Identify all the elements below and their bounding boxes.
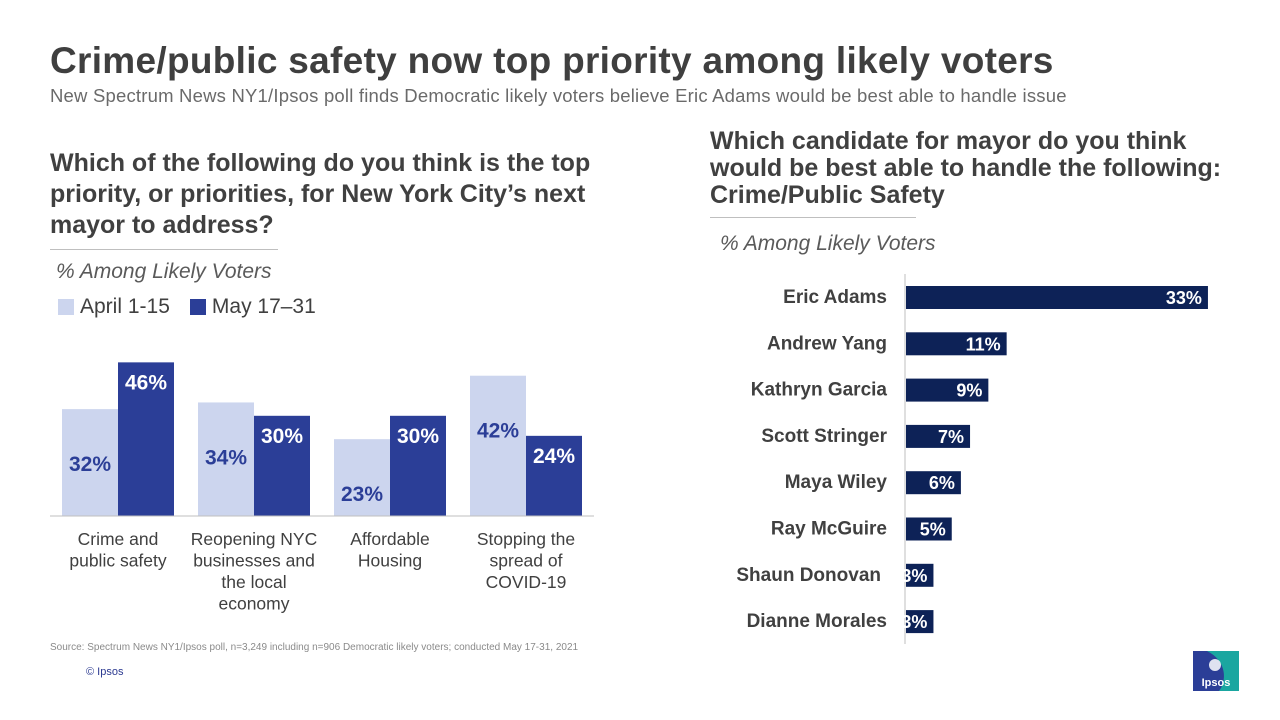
bar-may-0 bbox=[118, 362, 174, 516]
legend-item-april: April 1-15 bbox=[58, 295, 170, 319]
candidate-value-3: 7% bbox=[938, 427, 964, 447]
ipsos-logo: Ipsos bbox=[1193, 651, 1239, 691]
bar-may-3 bbox=[526, 435, 582, 516]
legend-item-may: May 17–31 bbox=[189, 295, 316, 319]
logo-accent bbox=[1207, 651, 1239, 691]
legend-label-may: May 17–31 bbox=[211, 295, 316, 318]
bar-april-0 bbox=[62, 409, 118, 516]
source-note: Source: Spectrum News NY1/Ipsos poll, n=… bbox=[50, 642, 579, 653]
legend-swatch-may bbox=[189, 299, 206, 315]
bar-label-april-3: 42% bbox=[477, 420, 519, 443]
candidate-question: Which candidate for mayor do you think w… bbox=[710, 127, 1222, 209]
candidate-bar-0 bbox=[906, 286, 1208, 309]
logo-text: Ipsos bbox=[1202, 677, 1231, 689]
copyright: © Ipsos bbox=[86, 666, 124, 678]
bar-label-may-2: 30% bbox=[397, 425, 439, 448]
priority-legend: April 1-15 May 17–31 bbox=[58, 295, 336, 319]
candidate-name-7: Dianne Morales bbox=[747, 611, 887, 632]
category-label-2: Affordable Housing bbox=[350, 529, 429, 571]
bar-label-april-0: 32% bbox=[69, 453, 111, 476]
bar-may-2 bbox=[390, 415, 446, 516]
bar-april-3 bbox=[470, 375, 526, 516]
candidate-base-note: % Among Likely Voters bbox=[720, 232, 936, 255]
priority-bar-chart: 32% 34% 23% 42% 46% 30% 30% 24% Crime and public … bbox=[50, 362, 594, 614]
bar-may-1 bbox=[254, 415, 310, 516]
bar-label-may-0: 46% bbox=[125, 371, 167, 394]
bar-label-may-1: 30% bbox=[261, 425, 303, 448]
legend-swatch-april bbox=[58, 299, 74, 315]
candidate-value-2: 9% bbox=[956, 381, 982, 401]
bar-label-april-2: 23% bbox=[341, 483, 383, 506]
candidate-name-5: Ray McGuire bbox=[771, 519, 887, 540]
bar-april-2 bbox=[334, 439, 390, 516]
candidate-name-3: Scott Stringer bbox=[761, 426, 887, 447]
slide-title: Crime/public safety now top priority amo… bbox=[50, 40, 1054, 81]
candidate-name-2: Kathryn Garcia bbox=[751, 380, 888, 401]
bar-label-april-1: 34% bbox=[205, 446, 247, 469]
priority-base-note: % Among Likely Voters bbox=[56, 260, 272, 283]
candidate-bar-2 bbox=[906, 378, 989, 402]
candidate-value-0: 33% bbox=[1166, 288, 1202, 308]
category-label-1: Reopening NYC businesses and the local econ… bbox=[191, 529, 317, 614]
category-label-0: Crime and public safety bbox=[69, 529, 167, 571]
slide-subtitle: New Spectrum News NY1/Ipsos poll finds D… bbox=[50, 85, 1067, 106]
candidate-name-1: Andrew Yang bbox=[767, 333, 887, 354]
candidate-bar-1 bbox=[906, 332, 1007, 356]
candidate-value-1: 11% bbox=[966, 334, 1001, 354]
candidate-bar-chart: 33% Eric Adams 11% Andrew Yang 9% Kathryn Gar… bbox=[736, 274, 1208, 644]
candidate-name-6: Shaun Donovan bbox=[736, 565, 881, 586]
candidate-bar-7 bbox=[906, 610, 934, 634]
category-label-3: Stopping the spread of COVID-19 bbox=[477, 529, 575, 592]
candidate-bar-6 bbox=[906, 563, 934, 587]
candidate-name-4: Maya Wiley bbox=[785, 472, 888, 493]
priority-question: Which of the following do you think is t… bbox=[50, 149, 591, 239]
legend-label-april: April 1-15 bbox=[80, 295, 170, 318]
priority-question-divider bbox=[50, 249, 278, 250]
bar-april-1 bbox=[198, 402, 254, 516]
candidate-bar-5 bbox=[906, 517, 952, 541]
candidate-name-0: Eric Adams bbox=[783, 287, 887, 308]
bar-label-may-3: 24% bbox=[533, 445, 575, 468]
candidate-value-5: 5% bbox=[920, 520, 946, 540]
logo-mark bbox=[1209, 659, 1221, 671]
candidate-value-7: 3% bbox=[901, 612, 927, 632]
candidate-value-4: 6% bbox=[929, 473, 955, 493]
candidate-bar-4 bbox=[906, 471, 961, 495]
candidate-bar-3 bbox=[906, 424, 971, 448]
candidate-value-6: 3% bbox=[901, 566, 927, 586]
candidate-question-divider bbox=[710, 217, 916, 218]
